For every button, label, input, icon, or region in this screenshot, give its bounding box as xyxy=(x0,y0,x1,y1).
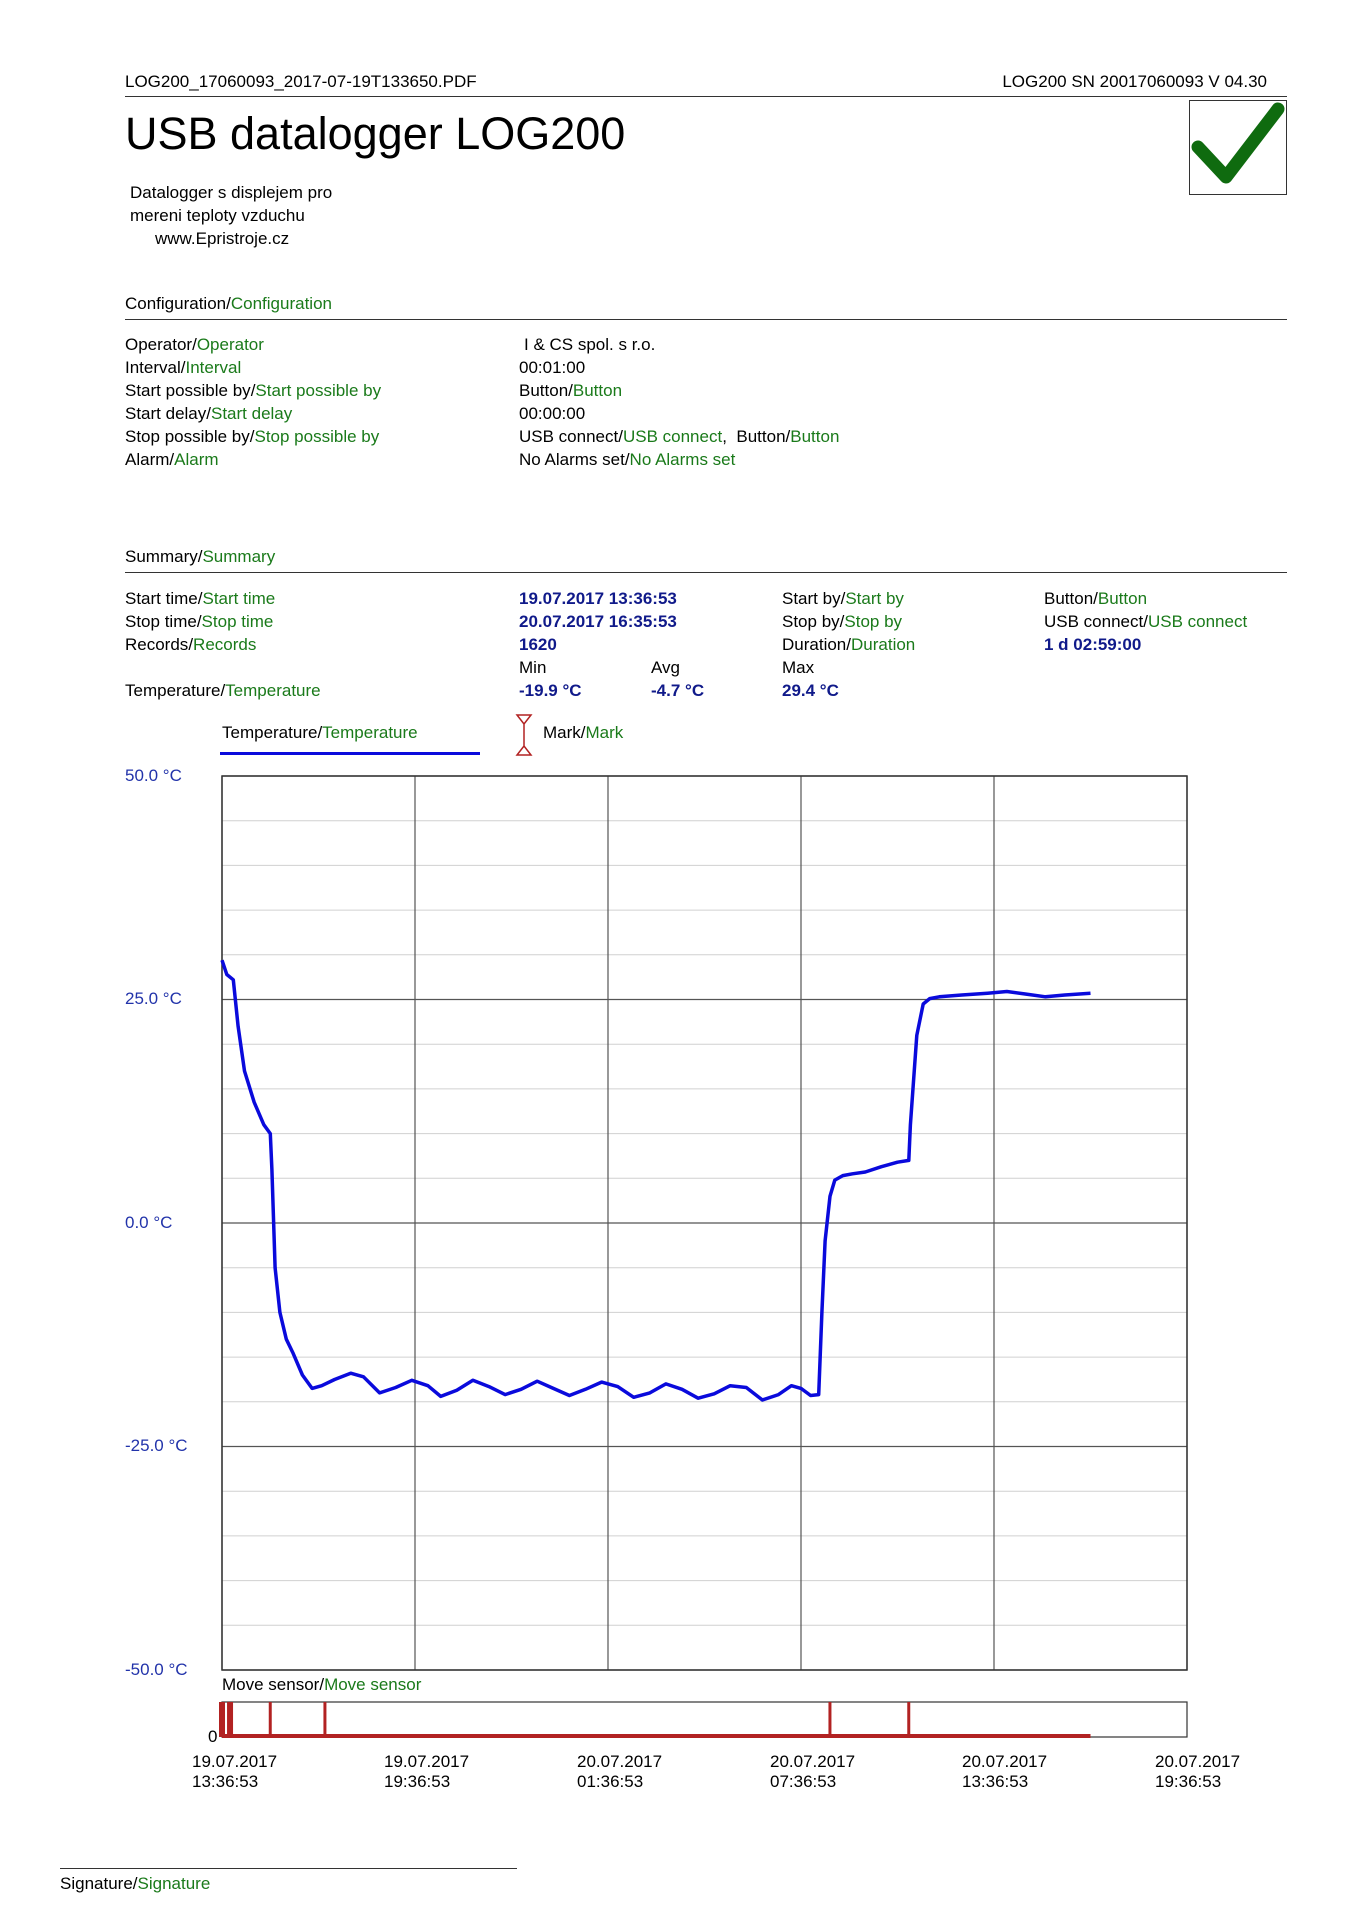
green-check-icon xyxy=(1191,102,1285,184)
device-info: LOG200 SN 20017060093 V 04.30 xyxy=(1002,72,1267,91)
signature-line xyxy=(60,1868,517,1869)
config-label-start-possible: Start possible by/Start possible by xyxy=(125,381,382,400)
summary-label-temperature: Temperature/Temperature xyxy=(125,681,321,700)
status-box xyxy=(1189,100,1287,195)
move-sensor-frame xyxy=(221,1701,1188,1738)
config-label-interval: Interval/Interval xyxy=(125,358,242,377)
summary-value-duration: 1 d 02:59:00 xyxy=(1044,635,1142,654)
description-line2: mereni teploty vzduchu xyxy=(130,206,305,225)
header-rule xyxy=(125,96,1287,97)
signature-label: Signature/Signature xyxy=(60,1874,211,1893)
plot-area-frame xyxy=(221,775,1188,1671)
config-value-start-delay: 00:00:00 xyxy=(519,404,586,423)
legend-mark-label: Mark/Mark xyxy=(543,723,624,742)
summary-min-label: Min xyxy=(519,658,547,677)
page-title: USB datalogger LOG200 xyxy=(125,108,626,159)
y-tick-label: 50.0 °C xyxy=(125,766,182,785)
config-value-stop-possible: USB connect/USB connect, Button/Button xyxy=(519,427,840,446)
summary-value-min: -19.9 °C xyxy=(519,681,582,700)
summary-value-records: 1620 xyxy=(519,635,557,654)
x-tick-label: 20.07.2017 07:36:53 xyxy=(770,1752,856,1791)
config-value-alarm: No Alarms set/No Alarms set xyxy=(519,450,736,469)
config-value-start-possible: Button/Button xyxy=(519,381,623,400)
summary-value-stop-by: USB connect/USB connect xyxy=(1044,612,1248,631)
summary-value-stop-time: 20.07.2017 16:35:53 xyxy=(519,612,677,631)
x-tick-label: 20.07.2017 01:36:53 xyxy=(577,1752,663,1791)
summary-heading: Summary/Summary xyxy=(125,547,276,566)
summary-label-start-time: Start time/Start time xyxy=(125,589,276,608)
legend-temperature-label: Temperature/Temperature xyxy=(222,723,418,742)
config-label-stop-possible: Stop possible by/Stop possible by xyxy=(125,427,380,446)
y-tick-label: 25.0 °C xyxy=(125,989,182,1008)
summary-max-label: Max xyxy=(782,658,815,677)
x-tick-label: 20.07.2017 13:36:53 xyxy=(962,1752,1048,1791)
document-filename: LOG200_17060093_2017-07-19T133650.PDF xyxy=(125,72,477,91)
summary-value-start-by: Button/Button xyxy=(1044,589,1148,608)
description-line1: Datalogger s displejem pro xyxy=(130,183,333,202)
config-label-operator: Operator/Operator xyxy=(125,335,264,354)
y-tick-label: -50.0 °C xyxy=(125,1660,188,1679)
summary-value-avg: -4.7 °C xyxy=(651,681,705,700)
summary-label-start-by: Start by/Start by xyxy=(782,589,904,608)
summary-value-start-time: 19.07.2017 13:36:53 xyxy=(519,589,677,608)
legend-temperature-swatch xyxy=(220,752,480,755)
summary-label-duration: Duration/Duration xyxy=(782,635,916,654)
move-sensor-zero-label: 0 xyxy=(208,1727,218,1746)
configuration-rule xyxy=(125,319,1287,320)
summary-value-max: 29.4 °C xyxy=(782,681,839,700)
move-sensor-label: Move sensor/Move sensor xyxy=(222,1675,422,1694)
temperature-series-line xyxy=(220,959,1091,1402)
config-value-interval: 00:01:00 xyxy=(519,358,586,377)
mark-marker-icon xyxy=(515,714,533,756)
config-value-operator: I & CS spol. s r.o. xyxy=(524,335,656,354)
x-tick-label: 19.07.2017 13:36:53 xyxy=(192,1752,278,1791)
summary-label-records: Records/Records xyxy=(125,635,257,654)
website-link[interactable]: www.Epristroje.cz xyxy=(155,229,290,248)
summary-label-stop-time: Stop time/Stop time xyxy=(125,612,274,631)
y-tick-label: -25.0 °C xyxy=(125,1436,188,1455)
x-tick-label: 19.07.2017 19:36:53 xyxy=(384,1752,470,1791)
summary-rule xyxy=(125,572,1287,573)
summary-avg-label: Avg xyxy=(651,658,680,677)
config-label-start-delay: Start delay/Start delay xyxy=(125,404,293,423)
summary-label-stop-by: Stop by/Stop by xyxy=(782,612,903,631)
y-tick-label: 0.0 °C xyxy=(125,1213,173,1232)
x-tick-label: 20.07.2017 19:36:53 xyxy=(1155,1752,1241,1791)
config-label-alarm: Alarm/Alarm xyxy=(125,450,219,469)
configuration-heading: Configuration/Configuration xyxy=(125,294,332,313)
